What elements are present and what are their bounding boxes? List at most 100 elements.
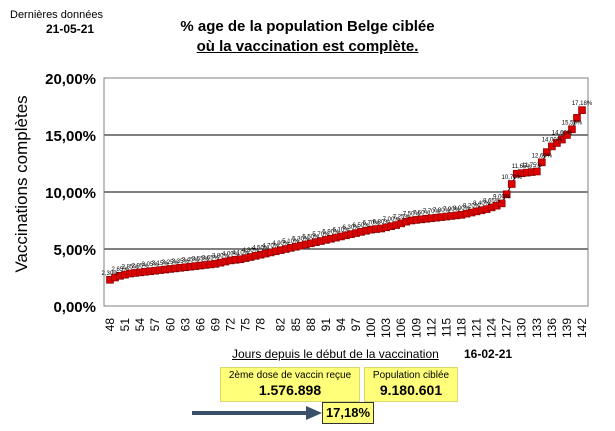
data-label: 3,15%	[152, 261, 170, 267]
data-label: 11,65%	[512, 164, 533, 170]
data-label: 5,50%	[302, 234, 320, 240]
x-tick-label: 112	[424, 318, 438, 337]
x-tick-label: 78	[254, 318, 268, 332]
x-tick-label: 91	[319, 318, 333, 332]
x-tick-label: 82	[274, 318, 288, 332]
data-label: 8,20%	[463, 204, 481, 210]
data-label: 7,80%	[433, 208, 451, 214]
data-label: 7,00%	[383, 217, 401, 223]
data-label: 14,00%	[542, 137, 563, 143]
x-tick-label: 127	[500, 318, 514, 338]
data-label: 7,60%	[413, 210, 431, 216]
data-label: 7,50%	[403, 212, 421, 218]
chart-title-line1: % age de la population Belge ciblée	[180, 18, 435, 35]
current-percentage-badge: 17,18%	[322, 402, 374, 424]
y-axis-label: Vaccinations complètes	[12, 95, 31, 272]
data-label: 4,00%	[222, 251, 240, 257]
data-marker	[578, 106, 586, 114]
x-axis-label: Jours depuis le début de la vaccination	[232, 347, 439, 361]
data-label: 3,65%	[202, 255, 220, 261]
data-label: 3,55%	[192, 257, 210, 263]
data-label: 5,90%	[322, 230, 340, 236]
data-label: 2,65%	[112, 267, 130, 273]
data-label: 7,90%	[443, 207, 461, 213]
data-label: 6,30%	[343, 225, 361, 231]
data-marker	[497, 199, 506, 208]
y-tick-label: 0,00%	[53, 299, 96, 316]
data-marker	[502, 190, 511, 199]
data-label: 3,05%	[142, 262, 160, 268]
data-label: 4,90%	[272, 241, 290, 247]
target-population-box: Population ciblée 9.180.601	[364, 367, 458, 402]
data-marker	[563, 131, 571, 139]
data-label: 4,10%	[232, 250, 250, 256]
x-tick-label: 88	[304, 318, 318, 332]
x-tick-label: 63	[178, 318, 192, 332]
vaccination-line-chart: 0,00%5,00%10,00%15,00%20,00% 48 51 54 57 60 6…	[12, 71, 593, 338]
data-label: 4,50%	[252, 246, 270, 252]
data-label: 15,50%	[562, 120, 583, 126]
y-tick-label: 5,00%	[53, 242, 96, 259]
data-label: 14,60%	[552, 131, 573, 137]
data-label: 8,65%	[483, 198, 501, 204]
x-tick-label: 69	[208, 318, 222, 332]
latest-data-label: Dernières données	[10, 9, 103, 21]
data-label: 2,30%	[101, 271, 119, 277]
data-label: 8,00%	[453, 206, 471, 212]
x-tick-label: 118	[454, 318, 468, 337]
data-label: 3,80%	[212, 254, 230, 260]
x-tick-label: 97	[349, 318, 363, 332]
data-marker	[533, 167, 541, 176]
y-tick-labels: 0,00% 5,00% 10,00% 15,00% 20,00%	[45, 71, 96, 316]
x-tick-label: 57	[148, 318, 162, 332]
x-tick-label: 130	[515, 318, 529, 338]
x-tick-label: 66	[193, 318, 207, 332]
second-dose-label: 2ème dose de vaccin reçue	[228, 370, 352, 381]
x-tick-label: 115	[439, 318, 453, 337]
data-labels: 2,30%2,65%2,85%2,95%3,05%3,15%3,25%3,35%…	[101, 101, 592, 277]
second-dose-value: 1.576.898	[258, 382, 322, 398]
y-tick-label: 10,00%	[45, 185, 96, 202]
data-label: 5,10%	[282, 239, 300, 245]
data-label: 3,45%	[182, 258, 200, 264]
data-label: 4,70%	[262, 243, 280, 249]
data-label: 6,10%	[332, 227, 350, 233]
x-tick-label: 94	[334, 318, 348, 332]
data-marker	[558, 135, 566, 144]
arrow-icon	[192, 406, 322, 420]
x-tick-label: 139	[560, 318, 574, 338]
x-tick-label: 85	[289, 318, 303, 332]
x-tick-label: 100	[364, 318, 378, 338]
data-label: 2,95%	[132, 263, 150, 269]
series-line	[109, 109, 583, 281]
vaccination-start-date: 16-02-21	[464, 347, 513, 361]
x-tick-label: 72	[224, 318, 238, 332]
x-tick-label: 109	[409, 318, 423, 338]
data-label: 6,50%	[353, 223, 371, 229]
x-tick-label: 106	[394, 318, 408, 338]
x-tick-label: 103	[379, 318, 393, 338]
data-label: 11,75%	[522, 163, 543, 169]
data-label: 6,80%	[373, 219, 391, 225]
data-label: 8,40%	[473, 201, 491, 207]
data-label: 7,25%	[393, 214, 411, 220]
target-population-label: Population ciblée	[372, 370, 450, 381]
data-label: 3,25%	[162, 260, 180, 266]
x-tick-label: 133	[530, 318, 544, 338]
chart-title-line2: où la vaccination est complète.	[196, 38, 419, 55]
data-label: 6,70%	[363, 221, 381, 227]
x-tick-label: 60	[163, 318, 177, 332]
data-label: 5,30%	[292, 237, 310, 243]
data-label: 3,35%	[172, 259, 190, 265]
data-label: 7,70%	[423, 209, 441, 215]
data-marker	[543, 148, 551, 156]
x-tick-label: 142	[575, 318, 589, 338]
x-tick-labels: 48 51 54 57 60 63 66 69 72 75 78 82 85 88 91 94 97 100 103…	[103, 318, 589, 338]
data-label: 9,00%	[493, 194, 511, 200]
x-tick-label: 75	[239, 318, 253, 332]
data-marker	[568, 125, 576, 134]
x-tick-label: 136	[545, 318, 559, 338]
data-label: 2,85%	[122, 265, 140, 271]
data-marker	[507, 180, 516, 188]
x-tick-label: 124	[485, 318, 499, 338]
